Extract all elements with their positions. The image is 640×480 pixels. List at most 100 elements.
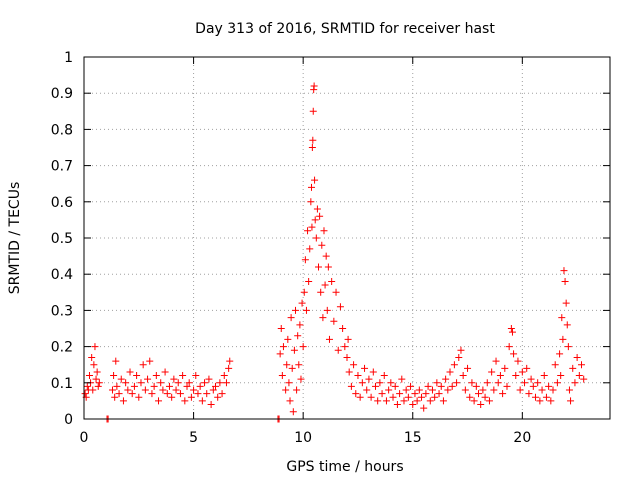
data-point [542,393,550,401]
data-point [512,372,520,380]
data-point [453,379,461,387]
data-point [503,382,511,390]
data-point [290,346,298,354]
x-tick-label: 5 [189,430,198,446]
data-point [318,241,326,249]
data-point [319,314,327,322]
data-point [201,379,209,387]
data-point [301,256,309,264]
data-point [310,82,318,90]
data-point [91,343,99,351]
data-point [499,390,507,398]
data-point [400,397,408,405]
data-point [324,263,332,271]
data-point [287,314,295,322]
data-point [325,335,333,343]
data-point [222,379,230,387]
data-point [312,234,320,242]
data-point [128,390,136,398]
data-point [179,372,187,380]
data-point [172,386,180,394]
data-point [523,364,531,372]
data-point [358,379,366,387]
data-point [466,393,474,401]
data-point [130,382,138,390]
data-point [286,397,294,405]
data-point [95,379,103,387]
data-point [444,386,452,394]
data-point [334,346,342,354]
data-point [459,372,467,380]
y-axis-label: SRMTID / TECUs [7,182,23,295]
data-point [117,375,125,383]
data-point [305,277,313,285]
data-point [294,332,302,340]
data-point [479,386,487,394]
y-tick-label: 0.4 [51,267,73,283]
data-point [510,350,518,358]
data-point [557,372,565,380]
x-tick-label: 10 [294,430,312,446]
data-point [380,372,388,380]
data-point [187,393,195,401]
data-point [332,288,340,296]
data-point [461,386,469,394]
data-point [203,390,211,398]
data-point [347,382,355,390]
data-point [289,408,297,416]
y-tick-label: 1 [64,50,73,66]
data-point [309,136,317,144]
data-point [409,401,417,409]
data-point [163,390,171,398]
data-point [302,306,310,314]
data-point [356,393,364,401]
data-point [88,353,96,361]
data-point [563,321,571,329]
data-point [155,397,163,405]
data-point [328,277,336,285]
data-point [354,372,362,380]
data-point [344,335,352,343]
data-point [315,263,323,271]
data-point [282,386,290,394]
data-point [157,379,165,387]
data-point [564,343,572,351]
data-point [549,386,557,394]
data-point [81,390,89,398]
data-point [402,386,410,394]
data-point [494,379,502,387]
data-point [578,361,586,369]
data-point [521,379,529,387]
data-point [304,227,312,235]
data-point [525,390,533,398]
data-point [560,267,568,275]
plot-frame [83,56,611,420]
data-point [369,368,377,376]
data-point [376,379,384,387]
data-point [150,382,158,390]
data-point [571,379,579,387]
data-point [124,386,132,394]
data-point [481,393,489,401]
data-point [553,379,561,387]
data-point [559,335,567,343]
data-point [431,393,439,401]
y-tick-label: 0.2 [51,340,73,356]
data-point [562,299,570,307]
data-point [382,397,390,405]
data-point [218,390,226,398]
data-point [135,393,143,401]
data-point [531,393,539,401]
data-point [181,397,189,405]
data-point [276,350,284,358]
data-point [119,397,127,405]
data-point [321,281,329,289]
data-point [393,401,401,409]
data-point [144,375,152,383]
data-point [316,212,324,220]
data-point [547,397,555,405]
data-point [446,368,454,376]
data-point [475,390,482,398]
y-tick-label: 0.3 [51,303,73,319]
